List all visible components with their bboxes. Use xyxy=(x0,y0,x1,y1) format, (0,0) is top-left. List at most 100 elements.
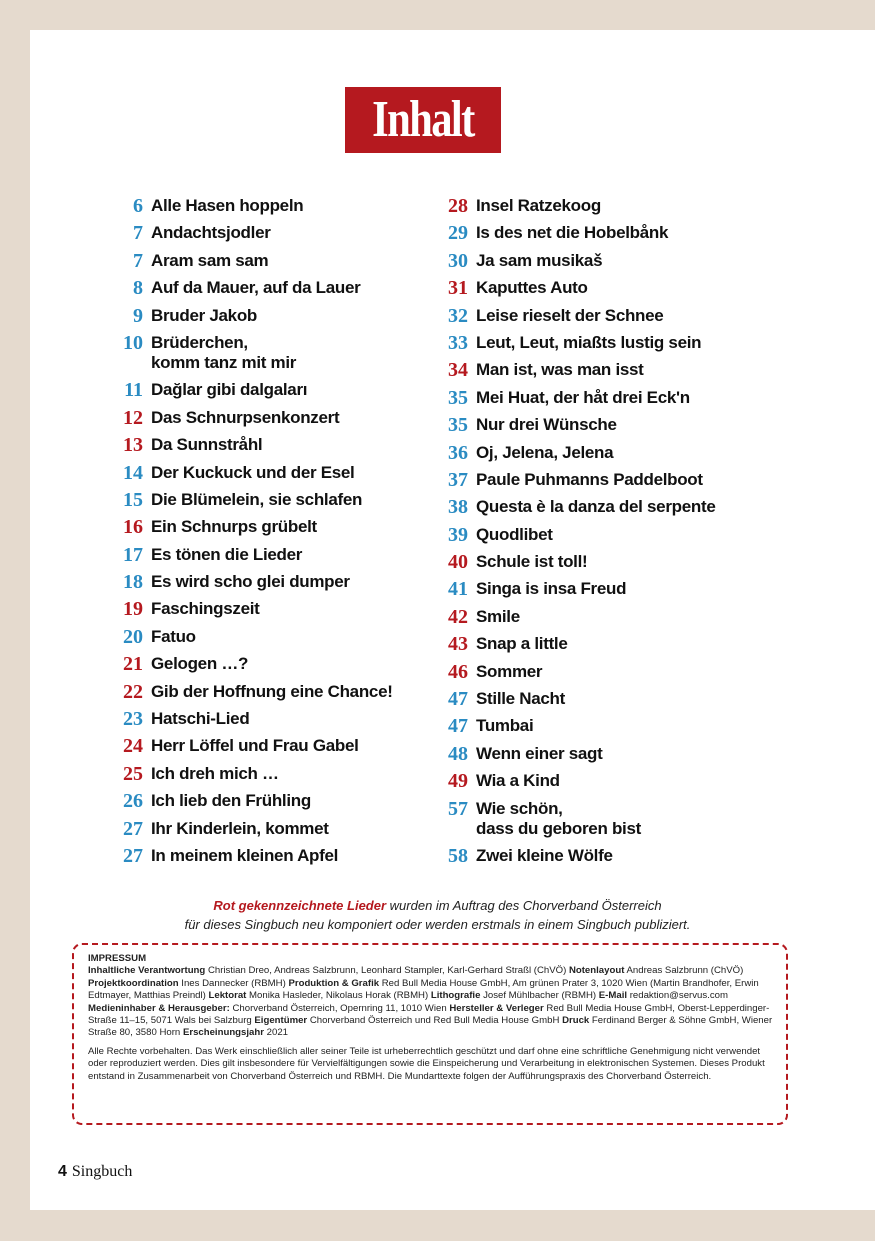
impressum-text: 2021 xyxy=(263,1027,288,1039)
toc-page-number: 17 xyxy=(123,543,143,566)
impressum-label: Notenlayout xyxy=(568,965,625,977)
impressum-text: Ferdinand Berger & Söhne GmbH, Wiener St… xyxy=(88,1015,773,1039)
impressum-text: Monika Hasleder, Nikolaus Horak (RBMH) xyxy=(246,990,431,1002)
toc-entry[interactable]: 25 Ich dreh mich … xyxy=(110,764,440,784)
toc-entry[interactable]: 42 Smile xyxy=(435,607,765,627)
toc-entry[interactable]: 35 Mei Huat, der håt drei Eck'n xyxy=(435,388,765,408)
book-name: Singbuch xyxy=(71,1163,133,1180)
toc-entry[interactable]: 22 Gib der Hoffnung eine Chance! xyxy=(110,682,440,702)
toc-entry[interactable]: 26 Ich lieb den Frühling xyxy=(110,791,440,811)
impressum-text: Ines Dannecker (RBMH) xyxy=(178,977,289,989)
toc-entry[interactable]: 14 Der Kuckuck und der Esel xyxy=(110,463,440,483)
toc-entry[interactable]: 34 Man ist, was man isst xyxy=(435,360,765,380)
toc-song-title: Insel Ratzekoog xyxy=(476,196,601,215)
toc-entry[interactable]: 30 Ja sam musikaš xyxy=(435,251,765,271)
toc-song-title: Das Schnurpsenkonzert xyxy=(151,407,340,427)
toc-entry[interactable]: 33 Leut, Leut, miaßts lustig sein xyxy=(435,333,765,353)
toc-page-number: 27 xyxy=(123,844,143,867)
toc-song-title: Herr Löffel und Frau Gabel xyxy=(151,736,359,756)
toc-song-title: Leut, Leut, miaßts lustig sein xyxy=(476,332,702,352)
toc-song-title: Nur drei Wünsche xyxy=(476,415,617,435)
impressum-box: IMPRESSUM Inhaltliche Verantwortung Chri… xyxy=(72,943,788,1125)
toc-entry[interactable]: 6 Alle Hasen hoppeln xyxy=(110,196,440,216)
toc-entry[interactable]: 9 Bruder Jakob xyxy=(110,306,440,326)
toc-entry[interactable]: 16 Ein Schnurps grübelt xyxy=(110,517,440,537)
impressum-text: Josef Mühlbacher (RBMH) xyxy=(480,990,599,1002)
toc-entry[interactable]: 41 Singa is insa Freud xyxy=(435,579,765,599)
impressum-label: Produktion & Grafik xyxy=(288,977,380,989)
toc-entry[interactable]: 36 Oj, Jelena, Jelena xyxy=(435,443,765,463)
toc-song-title: Ich lieb den Frühling xyxy=(151,791,311,811)
toc-entry[interactable]: 28 Insel Ratzekoog xyxy=(435,196,765,216)
toc-entry[interactable]: 20 Fatuo xyxy=(110,627,440,647)
toc-entry[interactable]: 18 Es wird scho glei dumper xyxy=(110,572,440,592)
toc-page-number: 8 xyxy=(133,277,143,300)
toc-song-title: Fatuo xyxy=(151,626,196,646)
toc-entry[interactable]: 38 Questa è la danza del serpente xyxy=(435,497,765,517)
toc-song-title: Man ist, was man isst xyxy=(476,360,644,380)
toc-entry[interactable]: 58 Zwei kleine Wölfe xyxy=(435,846,765,866)
toc-page-number: 37 xyxy=(448,468,468,491)
toc-entry[interactable]: 12 Das Schnurpsenkonzert xyxy=(110,408,440,428)
toc-song-title: Questa è la danza del serpente xyxy=(476,497,716,517)
toc-page-number: 22 xyxy=(123,680,143,703)
toc-entry[interactable]: 23 Hatschi-Lied xyxy=(110,709,440,729)
toc-entry[interactable]: 35 Nur drei Wünsche xyxy=(435,415,765,435)
page-number: 4 xyxy=(58,1163,67,1180)
toc-entry[interactable]: 32 Leise rieselt der Schnee xyxy=(435,306,765,326)
toc-entry[interactable]: 43 Snap a little xyxy=(435,634,765,654)
impressum-text: Red Bull Media House GmbH, Am grünen Pra… xyxy=(88,977,759,1002)
impressum-text: Chorverband Österreich und Red Bull Medi… xyxy=(307,1015,563,1027)
toc-entry[interactable]: 49 Wia a Kind xyxy=(435,771,765,791)
toc-entry[interactable]: 11 Dağlar gibi dalgaları xyxy=(110,380,440,400)
note-line1: wurden im Auftrag des Chorverband Österr… xyxy=(386,898,662,913)
toc-entry[interactable]: 10 Brüderchen, komm tanz mit mir xyxy=(110,333,440,373)
toc-entry[interactable]: 39 Quodlibet xyxy=(435,525,765,545)
toc-song-title: Schule ist toll! xyxy=(476,552,588,572)
toc-entry[interactable]: 46 Sommer xyxy=(435,662,765,682)
toc-page-number: 47 xyxy=(448,688,468,711)
toc-page-number: 49 xyxy=(448,770,468,793)
impressum-label: Lektorat xyxy=(208,990,247,1002)
toc-entry[interactable]: 15 Die Blümelein, sie schlafen xyxy=(110,490,440,510)
toc-entry[interactable]: 7 Aram sam sam xyxy=(110,251,440,271)
toc-entry[interactable]: 24 Herr Löffel und Frau Gabel xyxy=(110,736,440,756)
toc-entry[interactable]: 31 Kaputtes Auto xyxy=(435,278,765,298)
page-title: Inhalt xyxy=(372,91,475,148)
toc-entry[interactable]: 7 Andachtsjodler xyxy=(110,223,440,243)
toc-entry[interactable]: 29 Is des net die Hobelbånk xyxy=(435,223,765,243)
impressum-label: Lithografie xyxy=(430,990,481,1002)
toc-entry[interactable]: 13 Da Sunnstråhl xyxy=(110,435,440,455)
toc-page-number: 27 xyxy=(123,817,143,840)
toc-entry[interactable]: 47 Stille Nacht xyxy=(435,689,765,709)
toc-page-number: 43 xyxy=(448,633,468,656)
impressum-text: Christian Dreo, Andreas Salzbrunn, Leonh… xyxy=(205,965,569,977)
toc-entry[interactable]: 27 In meinem kleinen Apfel xyxy=(110,846,440,866)
toc-entry[interactable]: 47 Tumbai xyxy=(435,716,765,736)
toc-song-title: Ich dreh mich … xyxy=(151,763,279,783)
toc-song-title: Is des net die Hobelbånk xyxy=(476,223,669,243)
toc-entry[interactable]: 21 Gelogen …? xyxy=(110,654,440,674)
toc-page-number: 36 xyxy=(448,441,468,464)
toc-page-number: 24 xyxy=(123,735,143,758)
toc-entry[interactable]: 19 Faschingszeit xyxy=(110,599,440,619)
toc-song-title: Gelogen …? xyxy=(151,654,249,674)
toc-song-title: Quodlibet xyxy=(476,524,553,544)
impressum-label: Eigentümer xyxy=(254,1015,308,1027)
toc-entry[interactable]: 48 Wenn einer sagt xyxy=(435,744,765,764)
toc-entry[interactable]: 8 Auf da Mauer, auf da Lauer xyxy=(110,278,440,298)
toc-song-title: Oj, Jelena, Jelena xyxy=(476,442,614,462)
toc-entry[interactable]: 17 Es tönen die Lieder xyxy=(110,545,440,565)
toc-song-title: Die Blümelein, sie schlafen xyxy=(151,489,363,509)
toc-song-title: Es tönen die Lieder xyxy=(151,544,303,564)
toc-entry[interactable]: 57 Wie schön, dass du geboren bist xyxy=(435,799,765,839)
toc-song-title: Sommer xyxy=(476,661,543,681)
toc-song-title: Brüderchen, komm tanz mit mir xyxy=(151,332,297,372)
toc-song-title: Tumbai xyxy=(476,716,534,736)
toc-page-number: 41 xyxy=(448,578,468,601)
toc-entry[interactable]: 37 Paule Puhmanns Paddelboot xyxy=(435,470,765,490)
toc-entry[interactable]: 27 Ihr Kinderlein, kommet xyxy=(110,819,440,839)
toc-entry[interactable]: 40 Schule ist toll! xyxy=(435,552,765,572)
toc-song-title: Kaputtes Auto xyxy=(476,278,588,298)
toc-page-number: 14 xyxy=(123,461,143,484)
